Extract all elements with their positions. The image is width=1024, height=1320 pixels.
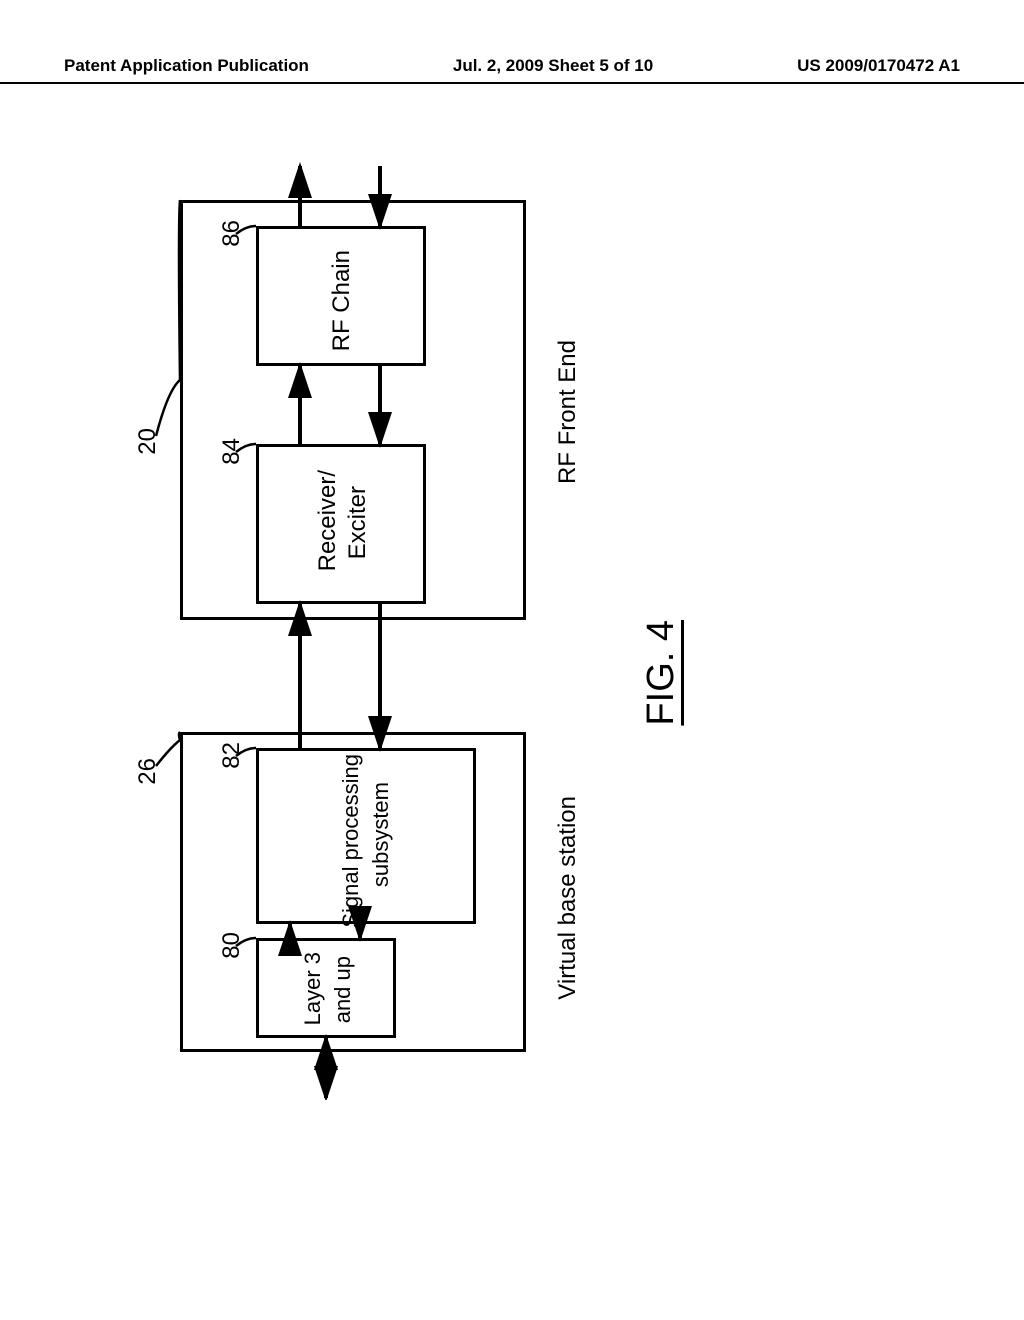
ref-82: 82 <box>218 742 246 769</box>
ref-20: 20 <box>134 428 162 455</box>
page-header: Patent Application Publication Jul. 2, 2… <box>0 56 1024 84</box>
label-sigproc-2: subsystem <box>368 782 394 887</box>
ref-86: 86 <box>218 220 246 247</box>
ref-84: 84 <box>218 438 246 465</box>
header-center: Jul. 2, 2009 Sheet 5 of 10 <box>453 56 653 76</box>
label-receiver-exciter-1: Receiver/ <box>314 470 342 571</box>
label-layer3-2: and up <box>330 956 356 1023</box>
block-signal-processing <box>256 748 476 924</box>
figure-caption: FIG. 4 <box>640 620 683 726</box>
header-right: US 2009/0170472 A1 <box>797 56 960 76</box>
ref-80: 80 <box>218 932 246 959</box>
label-rf-chain: RF Chain <box>328 250 356 351</box>
header-left: Patent Application Publication <box>64 56 309 76</box>
label-receiver-exciter-2: Exciter <box>344 486 372 559</box>
figure-4: 20 RF Front End 26 Virtual base station … <box>140 160 740 1100</box>
label-sigproc-1: Signal processing <box>338 754 364 928</box>
ref-26: 26 <box>134 758 162 785</box>
label-virtual-base-station: Virtual base station <box>554 796 582 1000</box>
label-rf-front-end: RF Front End <box>554 340 582 484</box>
block-layer3 <box>256 938 396 1038</box>
label-layer3-1: Layer 3 <box>300 952 326 1025</box>
